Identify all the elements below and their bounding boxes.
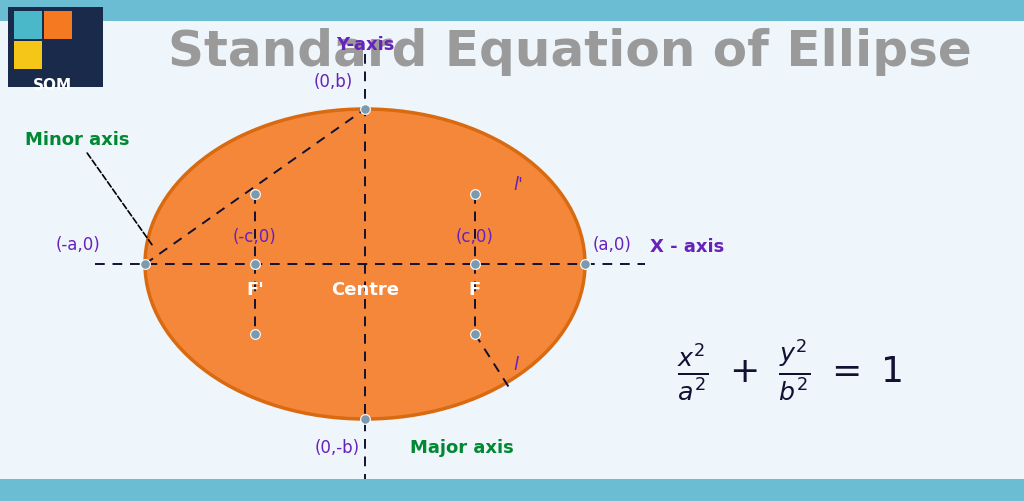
Text: SOM: SOM [33,78,72,93]
Text: X - axis: X - axis [650,237,724,256]
Text: F: F [469,281,481,299]
Text: Minor axis: Minor axis [25,131,154,247]
Bar [8,8,103,88]
Bar [0,0,1024,22]
Bar [14,42,42,70]
Text: Centre: Centre [331,281,399,299]
Text: Major axis: Major axis [410,438,514,456]
Bar [44,12,72,40]
Text: (0,b): (0,b) [313,73,352,91]
Text: (c,0): (c,0) [456,227,494,245]
Text: (-c,0): (-c,0) [233,227,276,245]
Text: (0,-b): (0,-b) [314,438,359,456]
Bar [14,12,42,40]
Bar [0,479,1024,501]
Text: $\frac{x^2}{a^2}\ +\ \frac{y^2}{b^2}\ =\ 1$: $\frac{x^2}{a^2}\ +\ \frac{y^2}{b^2}\ =\… [677,337,903,402]
Text: l: l [513,355,518,373]
Text: F': F' [246,281,264,299]
Text: l': l' [513,176,523,193]
Ellipse shape [145,110,585,419]
Text: Y-axis: Y-axis [336,36,394,54]
Text: (-a,0): (-a,0) [55,235,100,254]
Text: Standard Equation of Ellipse: Standard Equation of Ellipse [168,28,972,76]
Text: (a,0): (a,0) [593,235,632,254]
Bar [44,42,72,70]
